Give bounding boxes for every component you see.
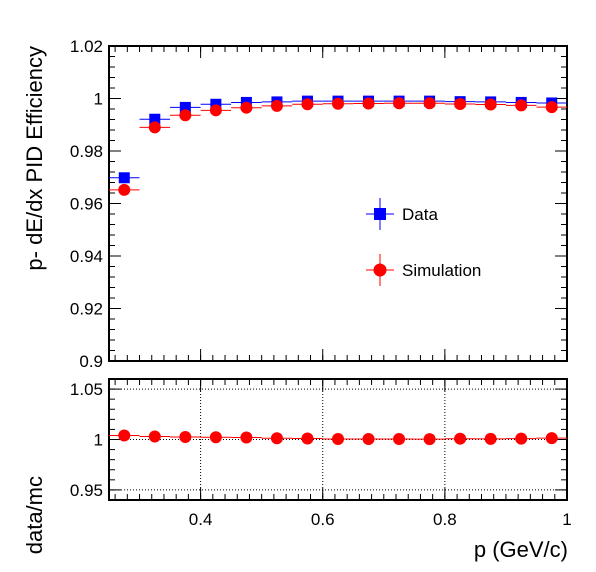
- ratio-data-point: [118, 429, 131, 442]
- ratio-data-point: [148, 430, 161, 443]
- ratio-y-axis-title: data/mc: [22, 476, 47, 554]
- ratio-data-point: [179, 430, 192, 443]
- efficiency-y-axis-title: p- dE/dx PID Efficiency: [22, 46, 47, 271]
- simulation-data-point: [393, 97, 406, 110]
- data-data-point: [179, 101, 191, 113]
- ratio-data-point: [393, 432, 406, 445]
- ratio-x-tick-label: 0.6: [311, 510, 335, 529]
- ratio-data-point: [454, 432, 467, 445]
- simulation-data-point: [301, 98, 314, 111]
- axis-titles: p- dE/dx PID Efficiency data/mc p (GeV/c…: [22, 46, 568, 562]
- ratio-x-tick-label: 1: [562, 510, 571, 529]
- simulation-data-point: [118, 183, 131, 196]
- legend-data-label: Data: [402, 205, 438, 224]
- ratio-y-tick-label: 0.95: [70, 481, 103, 500]
- ratio-data-point: [423, 433, 436, 446]
- legend-data-marker: [374, 208, 386, 220]
- efficiency-y-tick-label: 0.98: [70, 142, 103, 161]
- data-data-point: [118, 172, 130, 184]
- ratio-x-tick-label: 0.8: [433, 510, 457, 529]
- efficiency-y-tick-label: 0.94: [70, 247, 103, 266]
- ratio-data-point: [484, 432, 497, 445]
- simulation-data-point: [240, 101, 253, 114]
- simulation-data-point: [209, 104, 222, 117]
- simulation-data-point: [515, 99, 528, 112]
- legend-simulation-label: Simulation: [402, 261, 481, 280]
- efficiency-y-tick-label: 1.02: [70, 37, 103, 56]
- ratio-data-point: [240, 431, 253, 444]
- efficiency-y-tick-label: 0.9: [79, 352, 103, 371]
- simulation-data-point: [179, 109, 192, 122]
- ratio-data-point: [362, 432, 375, 445]
- simulation-data-point: [362, 97, 375, 110]
- legend-simulation-marker: [373, 263, 387, 277]
- simulation-data-point: [270, 99, 283, 112]
- data-data-point: [210, 98, 222, 110]
- ratio-data-point: [545, 432, 558, 445]
- simulation-data-point: [423, 97, 436, 110]
- efficiency-y-tick-label: 0.92: [70, 300, 103, 319]
- simulation-data-point: [484, 98, 497, 111]
- efficiency-y-tick-label: 0.96: [70, 195, 103, 214]
- ratio-y-tick-label: 1: [94, 431, 103, 450]
- simulation-data-point: [545, 101, 558, 114]
- ratio-data-point: [209, 431, 222, 444]
- data-data-point: [149, 113, 161, 125]
- ratio-panel: 0.95 1 1.05 0.4 0.6 0.8 1: [70, 378, 572, 529]
- ratio-data-point: [301, 432, 314, 445]
- simulation-data-point: [454, 98, 467, 111]
- ratio-data-point: [270, 432, 283, 445]
- ratio-x-axis-title: p (GeV/c): [474, 537, 568, 562]
- ratio-data-point: [515, 432, 528, 445]
- efficiency-y-tick-label: 1: [94, 90, 103, 109]
- simulation-data-point: [332, 97, 344, 110]
- ratio-y-tick-label: 1.05: [70, 380, 103, 399]
- efficiency-panel: 0.9 0.92 0.94 0.96 0.98 1 1.02 Data Simulation: [70, 37, 568, 371]
- simulation-data-point: [148, 121, 161, 134]
- ratio-x-tick-label: 0.4: [189, 510, 213, 529]
- ratio-data-point: [332, 432, 344, 445]
